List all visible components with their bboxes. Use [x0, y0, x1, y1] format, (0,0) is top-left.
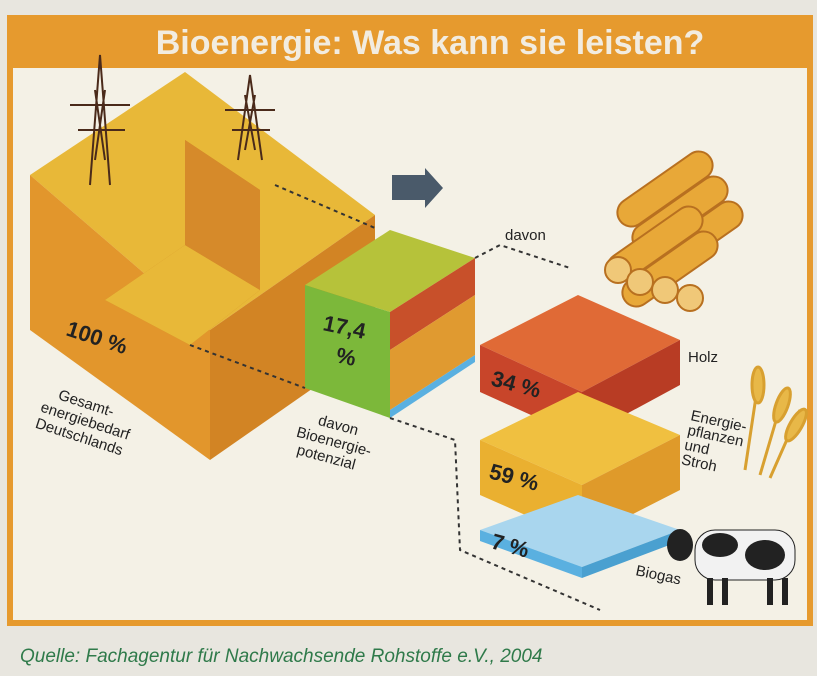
source: Quelle: Fachagentur für Nachwachsende Ro… — [20, 646, 542, 667]
infographic: Bioenergie: Was kann sie leisten? 100 % … — [0, 0, 817, 676]
title: Bioenergie: Was kann sie leisten? — [156, 24, 705, 62]
part-label: Holz — [688, 349, 718, 366]
breakdown-heading: davon — [505, 227, 546, 244]
